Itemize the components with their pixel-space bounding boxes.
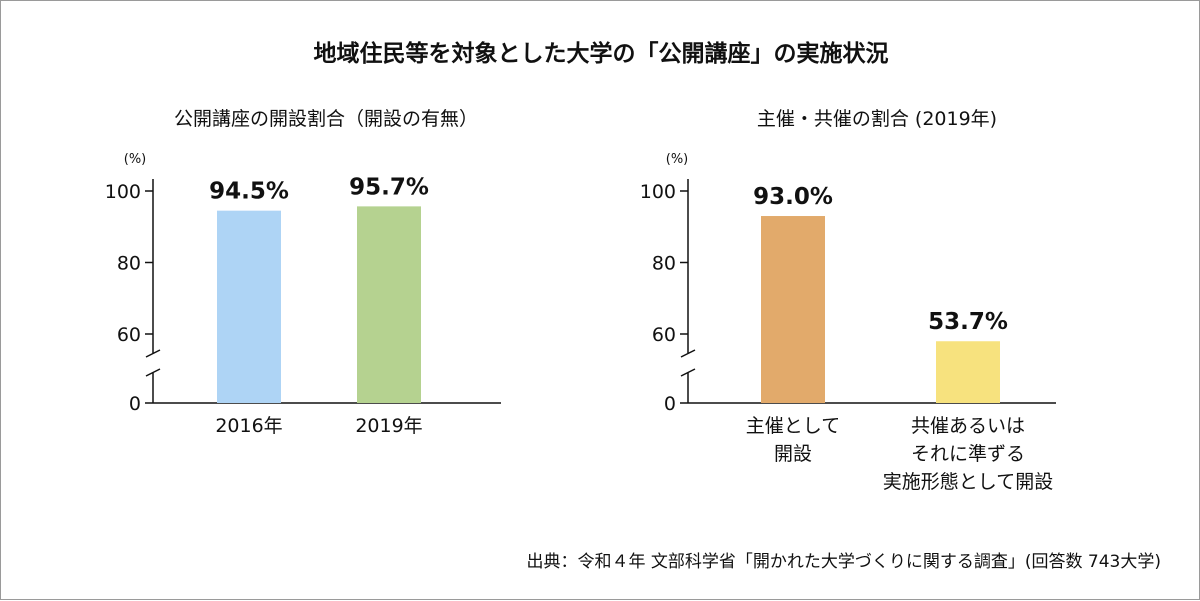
chart2-y-tick-label: 100 <box>640 181 676 203</box>
chart2-bar <box>761 216 825 403</box>
chart1-bar <box>217 210 281 403</box>
chart2-y-tick-label: 80 <box>652 253 676 275</box>
chart1-x-tick-label: 2016年 <box>215 415 282 437</box>
chart2-data-label: 93.0% <box>753 184 833 210</box>
chart1-axis-break-mark <box>145 349 161 358</box>
chart2-unit-label: (%) <box>666 152 689 167</box>
chart2-axis-break-mark <box>680 349 696 358</box>
chart2-x-tick-label: 主催として <box>746 415 840 437</box>
chart2-y-tick-label: 60 <box>652 324 676 346</box>
figure-title: 地域住民等を対象とした大学の「公開講座」の実施状況 <box>314 40 889 67</box>
chart2-y-tick-label: 0 <box>664 393 676 415</box>
chart2-data-label: 53.7% <box>928 309 1008 335</box>
source-note: 出典：令和４年 文部科学省「開かれた大学づくりに関する調査」(回答数 743大学… <box>526 552 1161 572</box>
chart1-data-label: 95.7% <box>349 174 429 200</box>
chart2-x-tick-label: 開設 <box>774 443 812 465</box>
chart1-axis-break-mark <box>145 368 161 377</box>
chart2-x-tick-label: 共催あるいは <box>911 415 1025 437</box>
chart2-bar <box>936 341 1000 403</box>
chart1-y-tick-label: 100 <box>105 181 141 203</box>
chart1-unit-label: (%) <box>124 152 147 167</box>
chart1-title: 公開講座の開設割合（開設の有無） <box>174 108 478 130</box>
chart2-axis-break-mark <box>680 368 696 377</box>
chart1-y-tick-label: 80 <box>117 253 141 275</box>
chart1-y-tick-label: 0 <box>129 393 141 415</box>
chart1-y-tick-label: 60 <box>117 324 141 346</box>
chart1-x-tick-label: 2019年 <box>355 415 422 437</box>
chart1-data-label: 94.5% <box>209 179 289 205</box>
chart2-x-tick-label: それに準ずる <box>911 443 1025 465</box>
chart2-title: 主催・共催の割合 (2019年) <box>757 108 997 130</box>
chart1-bar <box>357 206 421 403</box>
chart2-x-tick-label: 実施形態として開設 <box>883 471 1053 493</box>
